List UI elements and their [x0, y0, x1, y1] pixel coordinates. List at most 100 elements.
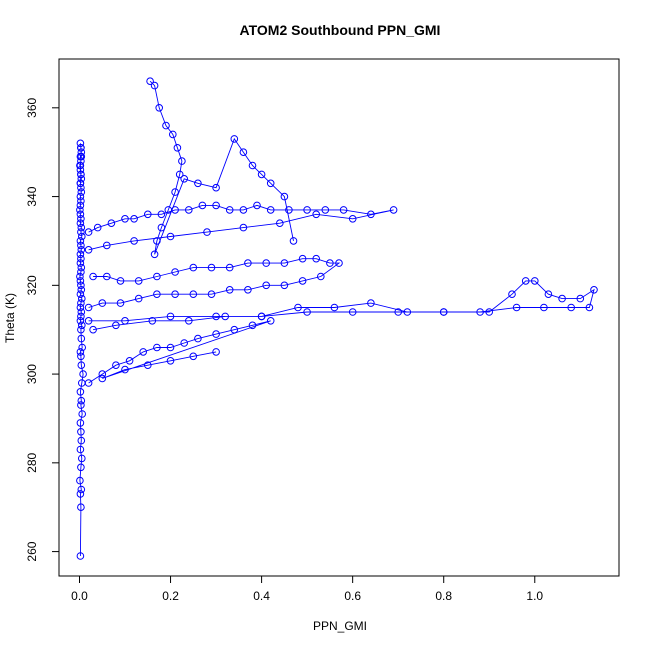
data-point: [153, 272, 161, 281]
data-point: [326, 259, 334, 267]
data-point: [76, 317, 85, 325]
data-point: [78, 321, 86, 330]
data-point: [77, 325, 85, 334]
data-point: [103, 241, 111, 250]
data-point: [166, 343, 175, 352]
data-point: [544, 290, 553, 299]
data-point: [266, 179, 275, 188]
series-line: [88, 258, 341, 308]
data-point: [166, 312, 175, 321]
data-point: [76, 272, 84, 281]
data-point: [76, 388, 85, 396]
data-point: [77, 263, 86, 272]
data-point: [540, 303, 548, 312]
data-point: [77, 312, 85, 321]
series-line: [88, 204, 394, 251]
data-point: [78, 410, 86, 418]
data-point: [280, 281, 289, 290]
data-point: [230, 135, 239, 143]
data-point: [166, 232, 175, 241]
data-point: [79, 370, 87, 378]
x-tick-label: 0.4: [253, 589, 270, 603]
data-point: [130, 237, 138, 245]
data-point: [567, 303, 576, 312]
data-point: [212, 348, 220, 356]
data-point: [558, 294, 566, 303]
data-point: [98, 374, 107, 383]
data-point: [257, 312, 266, 321]
series-line: [79, 143, 84, 557]
data-point: [77, 396, 86, 405]
data-point: [225, 286, 234, 294]
data-point: [389, 206, 398, 214]
data-point: [512, 303, 521, 312]
data-point: [189, 290, 198, 299]
data-point: [78, 294, 86, 303]
data-point: [84, 246, 93, 254]
series-line: [149, 80, 294, 255]
data-point: [76, 445, 85, 454]
data-point: [312, 254, 321, 263]
data-point: [77, 334, 86, 343]
data-point: [178, 157, 186, 165]
data-point: [134, 277, 143, 285]
data-point: [317, 272, 325, 281]
data-point: [207, 263, 216, 272]
data-point: [150, 250, 159, 259]
data-point: [303, 308, 311, 316]
data-point: [476, 308, 484, 316]
data-point: [239, 223, 248, 232]
data-point: [125, 357, 134, 365]
data-point: [77, 436, 86, 445]
data-point: [76, 210, 85, 219]
data-point: [144, 361, 152, 370]
data-point: [121, 215, 129, 223]
data-point: [77, 228, 85, 236]
x-tick-label: 0.8: [435, 589, 452, 603]
data-point: [77, 428, 85, 436]
data-point: [84, 303, 93, 312]
series-line: [88, 280, 595, 331]
data-point: [84, 317, 93, 325]
x-axis: 0.0 0.2 0.4 0.6 0.8 1.0: [71, 576, 543, 603]
data-point: [253, 201, 261, 210]
data-point: [266, 317, 275, 325]
data-point: [175, 170, 184, 179]
data-point: [294, 303, 302, 312]
data-point: [107, 219, 116, 227]
data-point: [76, 206, 84, 214]
y-tick-label: 360: [25, 97, 39, 117]
data-point: [330, 303, 339, 312]
data-point: [244, 259, 252, 267]
data-point: [76, 303, 85, 312]
plot-frame: [58, 58, 620, 577]
data-point: [77, 197, 85, 205]
data-point: [162, 121, 170, 130]
data-point: [239, 206, 248, 214]
data-point: [153, 343, 161, 352]
y-tick-label: 260: [25, 541, 39, 561]
y-axis-label: Theta (K): [3, 293, 17, 343]
data-point: [77, 157, 85, 165]
data-point: [225, 206, 234, 214]
data-point: [207, 290, 216, 299]
data-point: [77, 246, 86, 254]
data-point: [212, 312, 220, 321]
data-point: [77, 286, 86, 294]
data-point: [77, 188, 86, 196]
data-point: [93, 223, 102, 232]
data-point: [153, 290, 161, 299]
data-point: [77, 175, 86, 183]
data-point: [155, 104, 163, 112]
data-point: [148, 317, 157, 325]
data-point: [77, 352, 85, 361]
data-point: [76, 166, 85, 174]
data-point: [98, 299, 107, 307]
series-layer: [76, 77, 598, 560]
data-point: [98, 370, 107, 378]
data-point: [76, 139, 85, 148]
data-point: [212, 330, 220, 338]
data-point: [439, 308, 448, 316]
